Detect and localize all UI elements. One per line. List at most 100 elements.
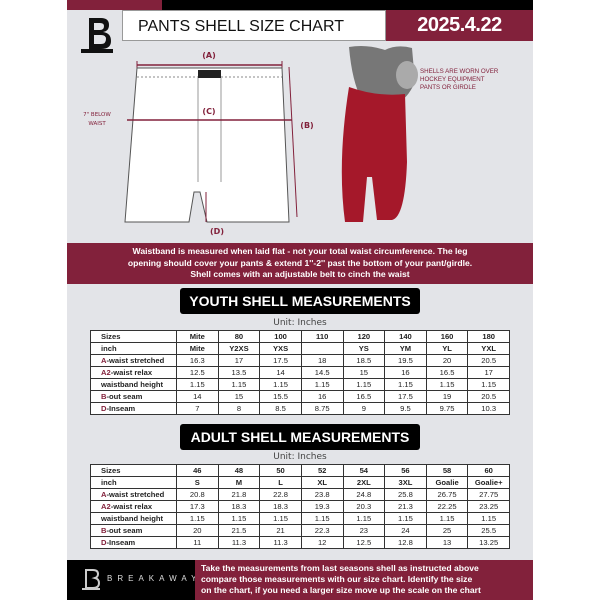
- row-label: Sizes: [90, 464, 177, 477]
- page-title: PANTS SHELL SIZE CHART: [122, 10, 386, 41]
- label-b: (B): [300, 121, 313, 130]
- banner-line: Shell comes with an adjustable belt to c…: [190, 269, 410, 279]
- table-cell: 19.5: [384, 354, 427, 367]
- measurement-name: waistband height: [101, 379, 164, 389]
- table-cell: 8.5: [259, 402, 302, 415]
- table-cell: 18.3: [259, 500, 302, 513]
- table-cell: 22.3: [300, 524, 344, 537]
- footer-line: on the chart, if you need a larger size …: [201, 585, 481, 595]
- table-cell: 9: [342, 402, 386, 415]
- table-cell: 21.5: [217, 524, 261, 537]
- table-cell: 13.25: [467, 536, 510, 549]
- breakaway-logo-icon: [81, 18, 113, 53]
- date-label: 2025.4.22: [386, 10, 533, 41]
- table-cell: 16: [384, 366, 427, 379]
- table-cell: 18: [300, 354, 344, 367]
- table-cell: 11.3: [217, 536, 261, 549]
- table-cell: YXS: [259, 342, 302, 355]
- table-cell: 17.5: [259, 354, 302, 367]
- table-cell: 48: [217, 464, 261, 477]
- measurement-letter: A2: [101, 367, 111, 377]
- table-cell: S: [176, 476, 219, 489]
- table-cell: 15: [217, 390, 261, 403]
- table-cell: 1.15: [384, 512, 427, 525]
- measurement-letter: B: [101, 525, 107, 535]
- table-row: A-waist stretched 20.8 21.8 22.8 23.8 24.8 25.…: [90, 488, 510, 501]
- measurement-name: -waist stretched: [106, 355, 165, 365]
- row-label: A-waist stretched: [90, 488, 177, 501]
- row-label: waistband height: [90, 512, 177, 525]
- table-cell: 1.15: [300, 378, 344, 391]
- table-row: B-out seam 20 21.5 21 22.3 23 24 25 25.5: [90, 524, 510, 537]
- table-cell: 16.5: [425, 366, 469, 379]
- table-row: D-Inseam 7 8 8.5 8.75 9 9.5 9.75 10.3: [90, 402, 510, 415]
- measurement-letter: B: [101, 391, 107, 401]
- table-cell: 8.75: [300, 402, 344, 415]
- measurement-name: inch: [101, 477, 117, 487]
- table-cell: 1.15: [176, 378, 219, 391]
- adult-section-title: ADULT SHELL MEASUREMENTS: [180, 424, 420, 450]
- table-cell: 160: [425, 330, 469, 343]
- photo-note: SHELLS ARE WORN OVER HOCKEY EQUIPMENT PA…: [420, 68, 499, 91]
- row-label: A2-waist relax: [90, 366, 177, 379]
- size-chart-page: PANTS SHELL SIZE CHART 2025.4.22 (A) (C)…: [67, 0, 533, 600]
- table-cell: 20: [176, 524, 219, 537]
- row-label: inch: [90, 476, 177, 489]
- table-cell: 16.3: [176, 354, 219, 367]
- table-cell: 1.15: [467, 378, 510, 391]
- table-cell: 16: [300, 390, 344, 403]
- measurement-name: Sizes: [101, 331, 121, 341]
- table-cell: 17: [217, 354, 261, 367]
- label-a: (A): [202, 51, 216, 60]
- footer-line: Take the measurements from last seasons …: [201, 563, 479, 573]
- table-row: A2-waist relax 12.5 13.5 14 14.5 15 16 16.5 17: [90, 366, 510, 379]
- table-row: Sizes 46 48 50 52 54 56 58 60: [90, 464, 510, 477]
- table-cell: 20.5: [467, 354, 510, 367]
- table-cell: YL: [425, 342, 469, 355]
- table-cell: Mite: [176, 342, 219, 355]
- measurement-name: -waist relax: [110, 501, 153, 511]
- row-label: A2-waist relax: [90, 500, 177, 513]
- table-cell: 27.75: [467, 488, 510, 501]
- table-cell: 24.8: [342, 488, 386, 501]
- row-label: Sizes: [90, 330, 177, 343]
- measurement-name: waistband height: [101, 513, 164, 523]
- row-label: B-out seam: [90, 524, 177, 537]
- table-row: A-waist stretched 16.3 17 17.5 18 18.5 19.5 20 2…: [90, 354, 510, 367]
- table-cell: 140: [384, 330, 427, 343]
- measurement-name: -out seam: [106, 525, 143, 535]
- table-cell: 2XL: [342, 476, 386, 489]
- table-cell: 13.5: [217, 366, 261, 379]
- adult-size-table: Sizes 46 48 50 52 54 56 58 60 inch S M L XL 2XL 3XL Goal…: [90, 464, 510, 549]
- table-cell: YXL: [467, 342, 510, 355]
- table-cell: 18.5: [342, 354, 386, 367]
- row-label: inch: [90, 342, 177, 355]
- table-cell: 60: [467, 464, 510, 477]
- brand-name: BREAKAWAY: [107, 574, 202, 583]
- table-cell: YS: [342, 342, 386, 355]
- table-row: Sizes Mite 80 100 110 120 140 160 180: [90, 330, 510, 343]
- table-cell: 19.3: [300, 500, 344, 513]
- table-cell: 10.3: [467, 402, 510, 415]
- table-cell: 21.3: [384, 500, 427, 513]
- table-cell: 1.15: [176, 512, 219, 525]
- table-cell: 1.15: [342, 512, 386, 525]
- measurement-name: -Inseam: [106, 537, 136, 547]
- table-cell: 3XL: [384, 476, 427, 489]
- table-cell: 1.15: [217, 512, 261, 525]
- table-cell: 25.8: [384, 488, 427, 501]
- row-label: B-out seam: [90, 390, 177, 403]
- table-row: B-out seam 14 15 15.5 16 16.5 17.5 19 20.5: [90, 390, 510, 403]
- table-cell: 20.8: [176, 488, 219, 501]
- table-cell: 22.25: [425, 500, 469, 513]
- table-cell: 23.8: [300, 488, 344, 501]
- table-cell: 9.5: [384, 402, 427, 415]
- table-cell: M: [217, 476, 261, 489]
- table-cell: 17: [467, 366, 510, 379]
- table-cell: 1.15: [300, 512, 344, 525]
- table-cell: 11: [176, 536, 219, 549]
- row-label: D-Inseam: [90, 402, 177, 415]
- table-cell: YM: [384, 342, 427, 355]
- table-cell: 52: [300, 464, 344, 477]
- banner-line: opening should cover your pants & extend…: [127, 257, 473, 268]
